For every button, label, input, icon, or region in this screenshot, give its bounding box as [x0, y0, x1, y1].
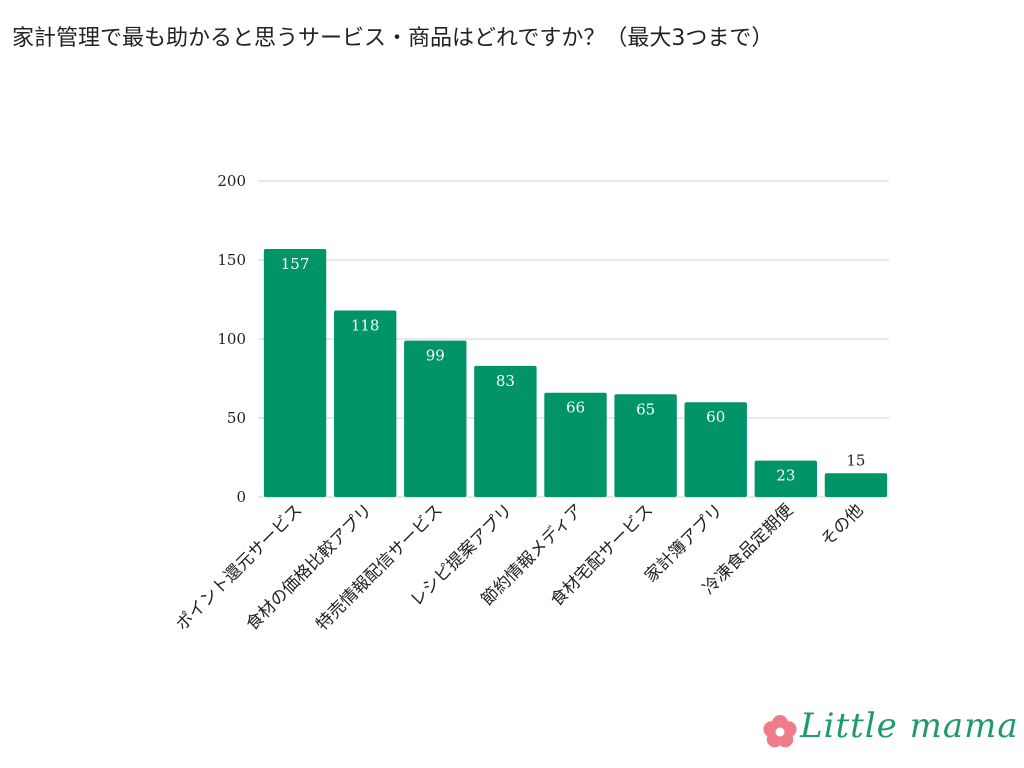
bar — [544, 392, 607, 497]
y-tick-label: 100 — [217, 330, 246, 348]
bar-value-label: 66 — [566, 399, 585, 417]
y-tick-label: 0 — [236, 488, 246, 506]
bar — [614, 394, 677, 497]
x-axis-categories: ポイント還元サービス食材の価格比較アプリ特売情報配信サービスレシピ提案アプリ節約… — [172, 500, 867, 635]
bar-chart: 0 50 100 150 200 157 118 99 83 66 65 60 23 15 ポイント還元… — [172, 172, 889, 635]
x-category-label: 食材の価格比較アプリ — [242, 500, 376, 634]
y-axis-ticks: 0 50 100 150 200 — [217, 172, 246, 506]
bar-value-label: 83 — [496, 372, 515, 390]
x-category-label: 特売情報配信サービス — [312, 500, 446, 634]
bar-value-label: 23 — [776, 467, 795, 485]
flower-icon — [763, 715, 797, 748]
y-tick-label: 50 — [227, 409, 246, 427]
bar-value-label: 60 — [706, 408, 725, 426]
y-tick-label: 150 — [217, 251, 246, 269]
bar-value-label: 157 — [281, 255, 310, 273]
bar-value-label: 15 — [846, 451, 865, 469]
brand-logo: Little mama — [760, 706, 1020, 756]
x-category-label: その他 — [817, 500, 867, 550]
value-labels: 157 118 99 83 66 65 60 23 15 — [281, 255, 866, 485]
bar — [404, 340, 467, 497]
bar — [333, 310, 397, 497]
bar — [263, 248, 327, 497]
bar-value-label: 65 — [636, 400, 655, 418]
y-tick-label: 200 — [217, 172, 246, 190]
bars — [263, 248, 888, 497]
x-category-label: ポイント還元サービス — [172, 500, 306, 634]
bar — [474, 365, 537, 497]
bar — [824, 473, 888, 497]
brand-name: Little mama — [800, 706, 1019, 746]
bar-value-label: 118 — [351, 317, 380, 335]
chart-title: 家計管理で最も助かると思うサービス・商品はどれですか？（最大3つまで） — [12, 26, 774, 51]
bar — [754, 460, 818, 497]
bar — [684, 402, 747, 497]
bar-value-label: 99 — [426, 347, 445, 365]
